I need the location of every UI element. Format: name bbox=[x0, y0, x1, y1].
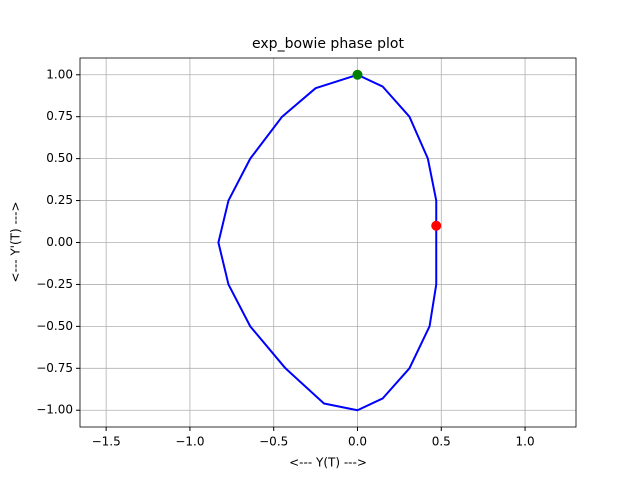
point-marker bbox=[352, 69, 363, 80]
point-marker bbox=[431, 220, 442, 231]
x-tick-label: 1.0 bbox=[516, 435, 535, 449]
y-tick-label: 0.25 bbox=[46, 193, 73, 207]
y-tick-label: 1.00 bbox=[46, 67, 73, 81]
phase-curve bbox=[217, 73, 438, 412]
x-tick-label: 0.5 bbox=[432, 435, 451, 449]
x-axis-label: <--- Y(T) ---> bbox=[289, 456, 367, 470]
plot-frame bbox=[79, 57, 577, 428]
y-tick-label: 0.75 bbox=[46, 109, 73, 123]
y-tick-label: −0.25 bbox=[36, 277, 73, 291]
x-tick-label: −1.0 bbox=[175, 435, 204, 449]
y-tick-label: 0.00 bbox=[46, 235, 73, 249]
x-tick-label: 0.0 bbox=[348, 435, 367, 449]
y-tick-label: −0.50 bbox=[36, 319, 73, 333]
y-tick-label: −1.00 bbox=[36, 403, 73, 417]
x-tick-label: −0.5 bbox=[259, 435, 288, 449]
x-tick-label: −1.5 bbox=[92, 435, 121, 449]
y-tick-label: 0.50 bbox=[46, 151, 73, 165]
y-axis-label: <--- Y'(T) ---> bbox=[9, 201, 23, 282]
chart-title: exp_bowie phase plot bbox=[252, 36, 404, 52]
y-tick-label: −0.75 bbox=[36, 361, 73, 375]
